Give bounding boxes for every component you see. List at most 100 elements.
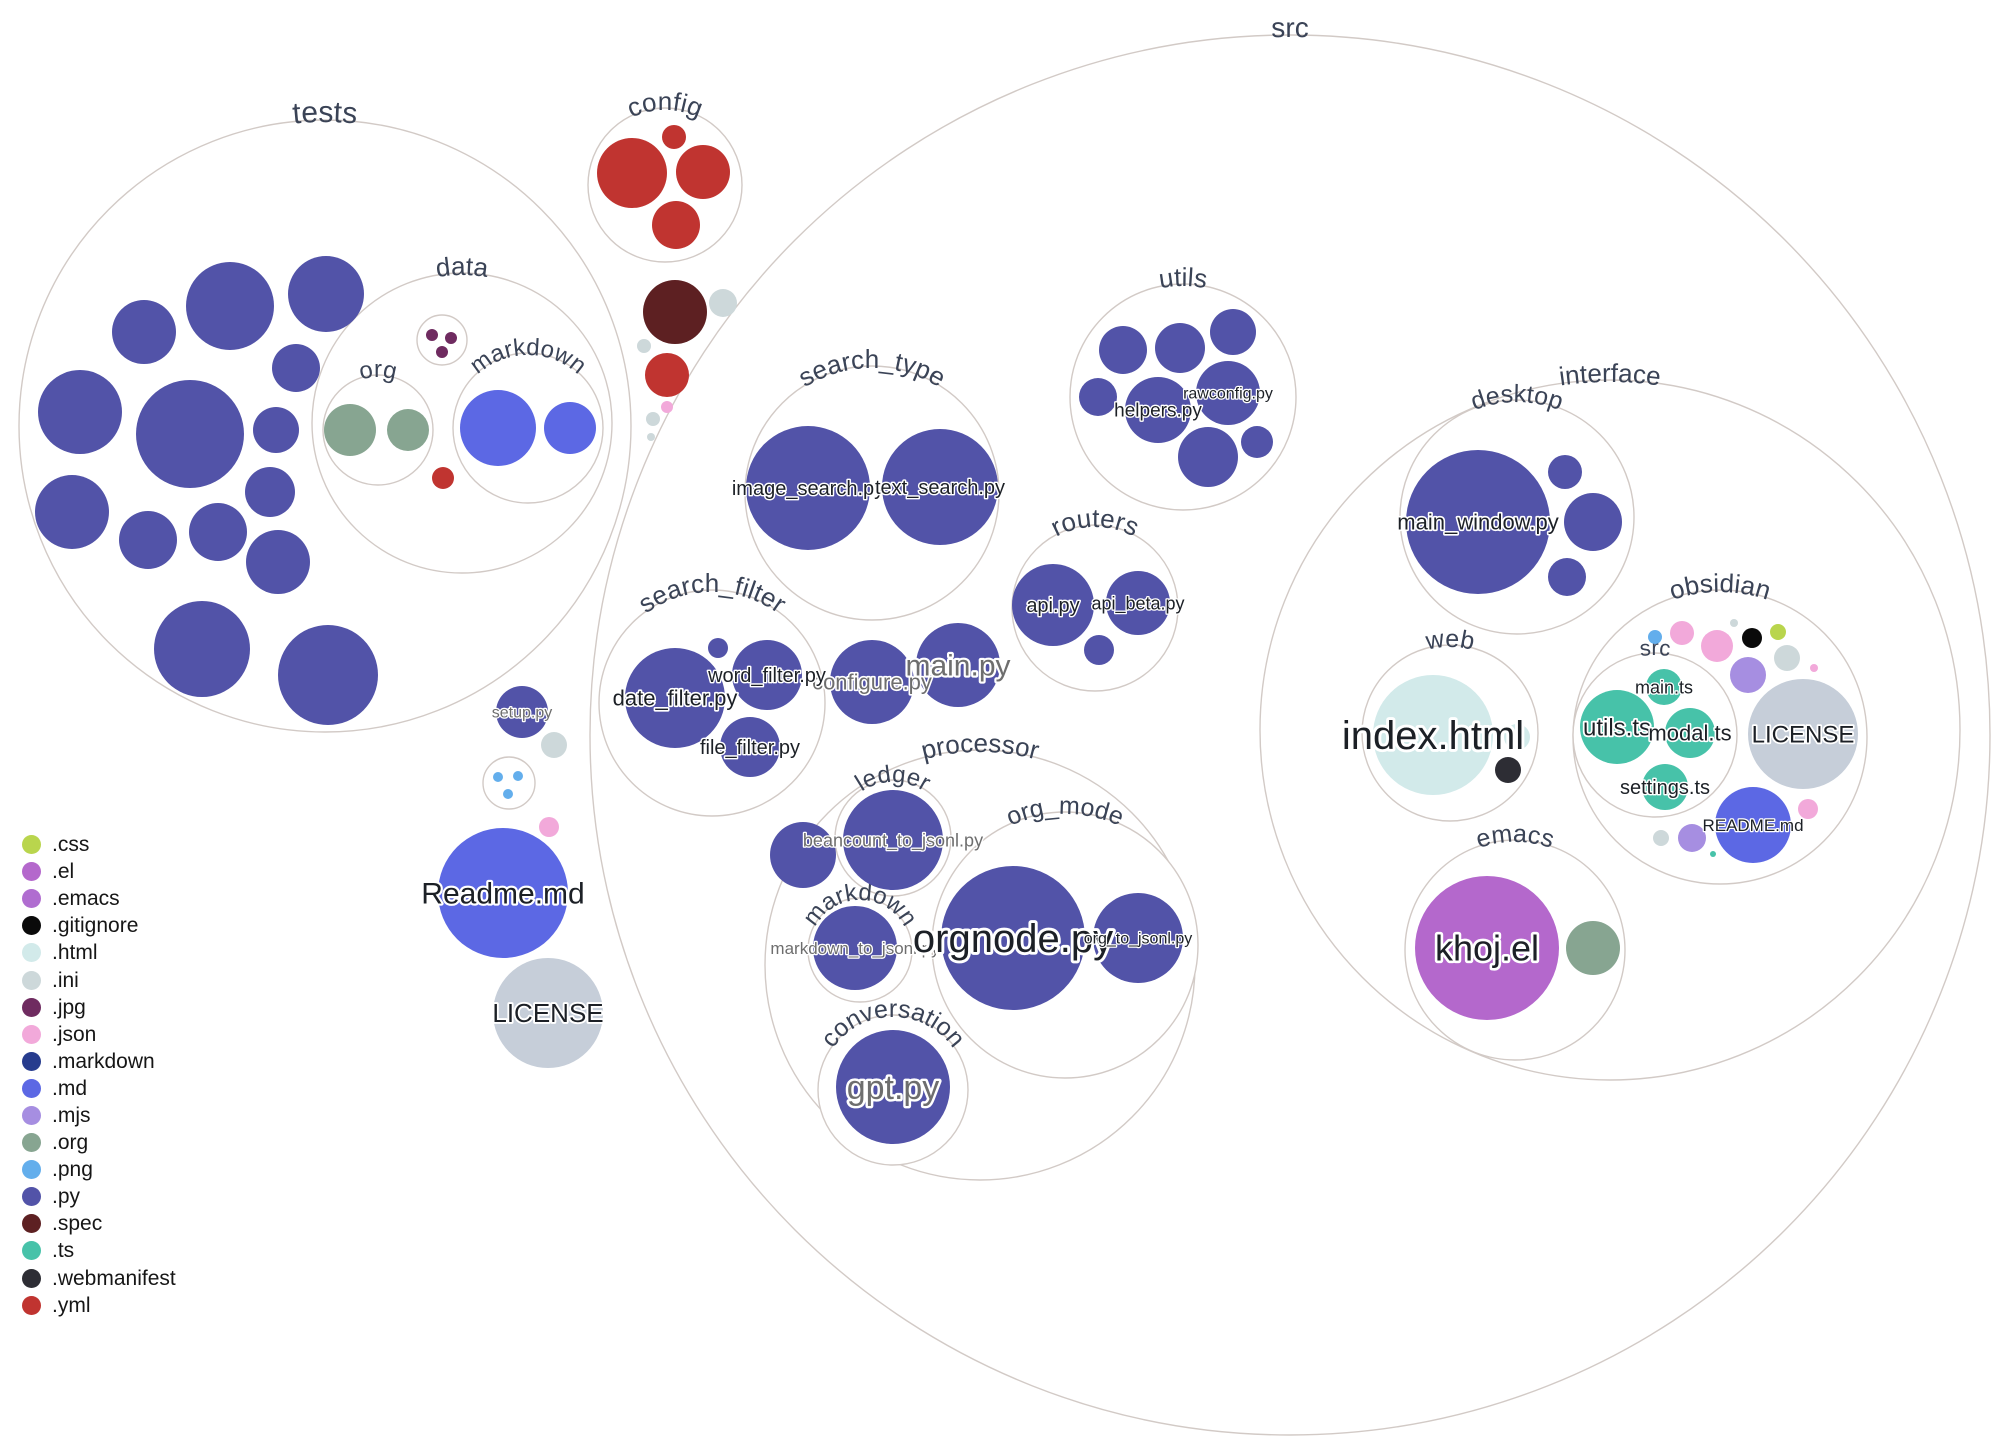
legend-item-md: .md — [22, 1075, 176, 1102]
file-circle-main.py — [916, 623, 1000, 707]
file-circle-py — [246, 530, 310, 594]
file-circle-configure.py — [830, 640, 914, 724]
legend-color-dot — [22, 1214, 41, 1234]
file-circle-yml — [597, 138, 667, 208]
legend-item-json: .json — [22, 1021, 176, 1048]
file-circle-main.ts — [1646, 669, 1682, 705]
file-circle-py — [136, 380, 244, 488]
legend-item-jpg: .jpg — [22, 994, 176, 1021]
file-circle-ini — [541, 732, 567, 758]
legend-item-markdown: .markdown — [22, 1048, 176, 1075]
file-circle-html — [1504, 724, 1530, 750]
legend-color-dot — [22, 916, 41, 936]
file-circle-py — [1079, 378, 1117, 416]
file-circle-ts — [1710, 851, 1716, 857]
file-circle-jpg — [436, 346, 448, 358]
file-circle-spec — [643, 280, 707, 344]
folder-circle-data-org — [322, 374, 434, 486]
file-label-gpt.py: gpt.py — [847, 1069, 940, 1107]
legend-label: .yml — [52, 1293, 91, 1317]
file-circle-py — [1155, 323, 1205, 373]
file-circle-Readme.md — [438, 828, 568, 958]
legend-color-dot — [22, 1268, 41, 1288]
legend-label: .gitignore — [52, 914, 139, 938]
file-circle-png — [1648, 630, 1662, 644]
legend-label: .org — [52, 1131, 89, 1155]
file-circle-webmanifest — [1495, 757, 1521, 783]
legend-color-dot — [22, 889, 41, 909]
legend-item-ini: .ini — [22, 966, 176, 993]
file-circle-py — [112, 300, 176, 364]
legend-item-org: .org — [22, 1129, 176, 1156]
legend-label: .json — [52, 1022, 97, 1046]
file-circle-text_search.py — [882, 429, 998, 545]
file-label-LICENSE: LICENSE — [492, 998, 603, 1028]
legend-color-dot — [22, 835, 41, 855]
file-circle-modal.ts — [1665, 708, 1715, 758]
legend-label: .ini — [52, 968, 79, 992]
file-label-word_filter.py: word_filter.py — [707, 665, 826, 687]
file-label-helpers.py: helpers.py — [1114, 401, 1202, 422]
file-circle-date_filter.py — [625, 648, 725, 748]
file-circle-png — [493, 772, 503, 782]
legend-color-dot — [22, 1160, 41, 1180]
file-circle-md — [544, 402, 596, 454]
file-circle-py — [1210, 309, 1256, 355]
file-circle-api.py — [1012, 564, 1094, 646]
legend-color-dot — [22, 1187, 41, 1207]
legend-label: .webmanifest — [52, 1266, 176, 1290]
file-label-org_to_jsonl.py: org_to_jsonl.py — [1084, 931, 1193, 948]
file-circle-utils.ts — [1580, 690, 1654, 764]
legend-label: .md — [52, 1076, 88, 1100]
legend-label: .html — [52, 941, 98, 965]
folder-label-data-org: org — [357, 356, 400, 385]
file-circle-json — [1701, 630, 1733, 662]
file-circle-LICENSE — [1748, 679, 1858, 789]
folder-label-data: data — [434, 251, 491, 283]
file-circle-mjs — [1678, 824, 1706, 852]
file-circle-markdown_to_jsonl.py — [813, 906, 897, 990]
file-circle-image_search.py — [746, 426, 870, 550]
legend-item-py: .py — [22, 1183, 176, 1210]
legend-label: .emacs — [52, 887, 120, 911]
legend-label: .el — [52, 860, 75, 884]
file-circle-json — [1798, 799, 1818, 819]
file-label-README.md: README.md — [1702, 816, 1803, 835]
file-circle-py — [770, 822, 836, 888]
file-circle-json — [1670, 621, 1694, 645]
legend-color-dot — [22, 1295, 41, 1315]
file-label-utils.ts: utils.ts — [1583, 714, 1651, 741]
file-extension-legend: .css .el .emacs .gitignore .html .ini .jpg .jso… — [22, 831, 176, 1319]
legend-color-dot — [22, 1133, 41, 1153]
file-label-main.py: main.py — [905, 650, 1010, 683]
legend-color-dot — [22, 1105, 41, 1125]
folder-circle-data-media — [416, 314, 468, 366]
file-circle-gitignore — [1742, 628, 1762, 648]
legend-label: .css — [52, 833, 90, 857]
file-circle-api_beta.py — [1106, 571, 1170, 635]
legend-label: .jpg — [52, 995, 86, 1019]
file-label-text_search.py: text_search.py — [875, 477, 1005, 499]
file-circle-py — [1548, 455, 1582, 489]
file-label-orgnode.py: orgnode.py — [913, 917, 1113, 961]
legend-label: .mjs — [52, 1103, 91, 1127]
file-circle-setup.py — [496, 686, 548, 738]
folder-label-src: src — [1271, 12, 1309, 43]
file-circle-py — [35, 475, 109, 549]
file-label-api_beta.py: api_beta.py — [1091, 593, 1184, 614]
legend-item-spec: .spec — [22, 1210, 176, 1237]
file-circle-py — [245, 467, 295, 517]
file-circle-ini — [647, 433, 655, 441]
file-circle-README.md — [1715, 787, 1791, 863]
legend-label: .markdown — [52, 1049, 155, 1073]
file-circle-py — [708, 638, 728, 658]
legend-item-el: .el — [22, 858, 176, 885]
file-circle-khoj.el — [1415, 876, 1559, 1020]
legend-color-dot — [22, 997, 41, 1017]
file-circle-org — [387, 409, 429, 451]
folder-label-web: web — [1423, 625, 1477, 656]
file-circle-py — [119, 511, 177, 569]
legend-item-yml: .yml — [22, 1292, 176, 1319]
file-circle-py — [1099, 326, 1147, 374]
